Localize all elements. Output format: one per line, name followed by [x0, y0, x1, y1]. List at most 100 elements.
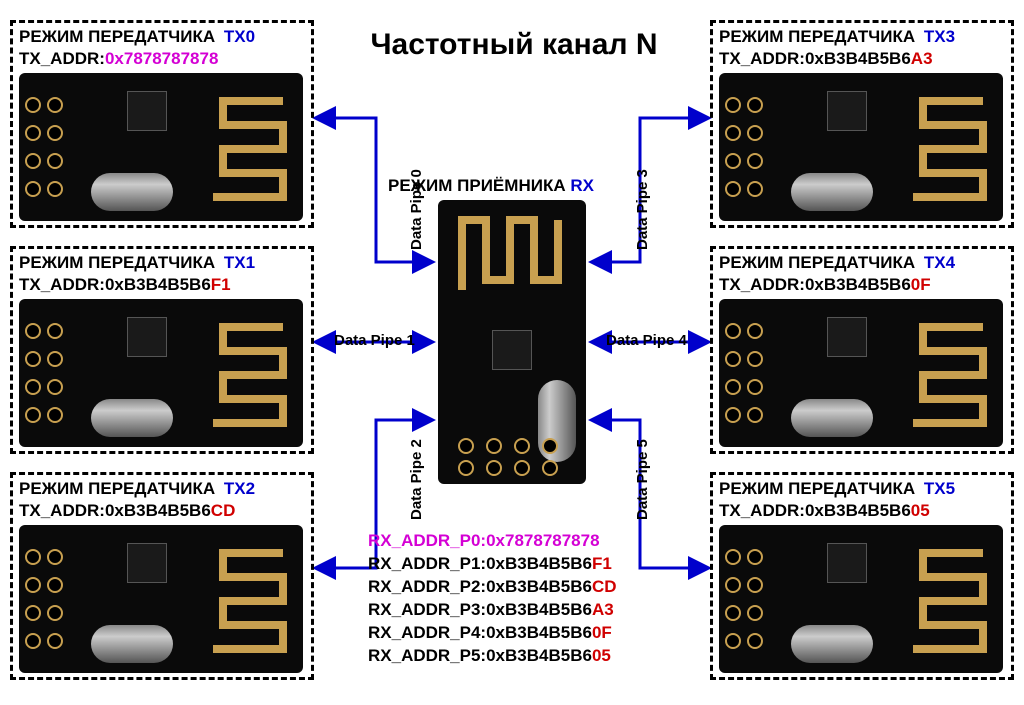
tx-addr-line: TX_ADDR:0x7878787878	[19, 49, 305, 69]
rx-addr-line-1: RX_ADDR_P1:0xB3B4B5B6F1	[368, 553, 617, 576]
crystal-icon	[791, 399, 873, 437]
tx-id: TX3	[924, 27, 955, 46]
tx-addr-base: 0xB3B4B5B6	[805, 49, 911, 68]
rx-address-list: RX_ADDR_P0:0x7878787878RX_ADDR_P1:0xB3B4…	[368, 530, 617, 668]
chip-icon	[492, 330, 532, 370]
receiver-id: RX	[570, 176, 594, 195]
pipe-label-1: Data Pipe 1	[334, 332, 415, 349]
tx-addr-base: 0xB3B4B5B6	[105, 275, 211, 294]
tx-header: РЕЖИМ ПЕРЕДАТЧИКА TX5	[719, 479, 1005, 499]
transmitter-module	[719, 525, 1003, 673]
chip-icon	[827, 543, 867, 583]
tx-addr-suffix: F1	[211, 275, 231, 294]
tx-header: РЕЖИМ ПЕРЕДАТЧИКА TX1	[19, 253, 305, 273]
antenna-icon	[452, 210, 572, 296]
tx-addr-label: TX_ADDR:	[719, 501, 805, 520]
crystal-icon	[91, 399, 173, 437]
antenna-icon	[907, 83, 993, 203]
rx-addr-base: 0xB3B4B5B6	[486, 600, 592, 619]
pipe-label-5: Data Pipe 5	[634, 439, 651, 520]
tx-addr-line: TX_ADDR:0xB3B4B5B6CD	[19, 501, 305, 521]
tx-header: РЕЖИМ ПЕРЕДАТЧИКА TX0	[19, 27, 305, 47]
tx-addr-suffix: CD	[211, 501, 236, 520]
pin-header	[25, 93, 65, 201]
rx-addr-label: RX_ADDR_P5:	[368, 646, 486, 665]
transmitter-module	[719, 73, 1003, 221]
tx-mode-label: РЕЖИМ ПЕРЕДАТЧИКА	[719, 27, 915, 46]
pin-header	[25, 319, 65, 427]
tx-header: РЕЖИМ ПЕРЕДАТЧИКА TX4	[719, 253, 1005, 273]
transmitter-box-4: РЕЖИМ ПЕРЕДАТЧИКА TX4 TX_ADDR:0xB3B4B5B6…	[710, 246, 1014, 454]
tx-addr-base: 0xB3B4B5B6	[105, 501, 211, 520]
transmitter-box-5: РЕЖИМ ПЕРЕДАТЧИКА TX5 TX_ADDR:0xB3B4B5B6…	[710, 472, 1014, 680]
tx-addr-line: TX_ADDR:0xB3B4B5B6A3	[719, 49, 1005, 69]
tx-addr-line: TX_ADDR:0xB3B4B5B6F1	[19, 275, 305, 295]
rx-addr-line-0: RX_ADDR_P0:0x7878787878	[368, 530, 617, 553]
pin-header	[458, 438, 566, 478]
pipe-label-2: Data Pipe 2	[408, 439, 425, 520]
pin-header	[725, 319, 765, 427]
rx-addr-suffix: 05	[592, 646, 611, 665]
chip-icon	[827, 91, 867, 131]
pin-header	[725, 545, 765, 653]
antenna-icon	[907, 309, 993, 429]
tx-addr-label: TX_ADDR:	[19, 49, 105, 68]
tx-mode-label: РЕЖИМ ПЕРЕДАТЧИКА	[19, 253, 215, 272]
diagram-title: Частотный канал N	[336, 28, 692, 62]
tx-addr-line: TX_ADDR:0xB3B4B5B60F	[719, 275, 1005, 295]
tx-header: РЕЖИМ ПЕРЕДАТЧИКА TX3	[719, 27, 1005, 47]
pipe-label-4: Data Pipe 4	[606, 332, 687, 349]
rx-addr-suffix: CD	[592, 577, 617, 596]
tx-addr-value: 0x7878787878	[105, 49, 218, 68]
chip-icon	[827, 317, 867, 357]
tx-addr-suffix: 05	[911, 501, 930, 520]
rx-addr-suffix: A3	[592, 600, 614, 619]
tx-addr-label: TX_ADDR:	[719, 275, 805, 294]
rx-addr-base: 0xB3B4B5B6	[486, 554, 592, 573]
tx-id: TX0	[224, 27, 255, 46]
crystal-icon	[91, 625, 173, 663]
transmitter-box-2: РЕЖИМ ПЕРЕДАТЧИКА TX2 TX_ADDR:0xB3B4B5B6…	[10, 472, 314, 680]
tx-id: TX1	[224, 253, 255, 272]
transmitter-module	[19, 299, 303, 447]
tx-addr-suffix: 0F	[911, 275, 931, 294]
tx-mode-label: РЕЖИМ ПЕРЕДАТЧИКА	[719, 253, 915, 272]
rx-addr-suffix: F1	[592, 554, 612, 573]
rx-addr-suffix: 0F	[592, 623, 612, 642]
rx-addr-label: RX_ADDR_P2:	[368, 577, 486, 596]
antenna-icon	[207, 83, 293, 203]
rx-addr-line-3: RX_ADDR_P3:0xB3B4B5B6A3	[368, 599, 617, 622]
transmitter-box-0: РЕЖИМ ПЕРЕДАТЧИКА TX0 TX_ADDR:0x78787878…	[10, 20, 314, 228]
antenna-icon	[907, 535, 993, 655]
tx-id: TX4	[924, 253, 955, 272]
rx-addr-label: RX_ADDR_P1:	[368, 554, 486, 573]
rx-addr-label: RX_ADDR_P4:	[368, 623, 486, 642]
tx-addr-suffix: A3	[911, 49, 933, 68]
tx-header: РЕЖИМ ПЕРЕДАТЧИКА TX2	[19, 479, 305, 499]
chip-icon	[127, 317, 167, 357]
tx-addr-base: 0xB3B4B5B6	[805, 275, 911, 294]
transmitter-module	[19, 73, 303, 221]
transmitter-box-3: РЕЖИМ ПЕРЕДАТЧИКА TX3 TX_ADDR:0xB3B4B5B6…	[710, 20, 1014, 228]
tx-id: TX5	[924, 479, 955, 498]
rx-addr-line-2: RX_ADDR_P2:0xB3B4B5B6CD	[368, 576, 617, 599]
chip-icon	[127, 91, 167, 131]
receiver-module	[438, 200, 586, 484]
pipe-label-0: Data Pipe 0	[408, 169, 425, 250]
crystal-icon	[791, 173, 873, 211]
rx-addr-base: 0xB3B4B5B6	[486, 646, 592, 665]
rx-addr-line-4: RX_ADDR_P4:0xB3B4B5B60F	[368, 622, 617, 645]
rx-addr-label: RX_ADDR_P0:	[368, 531, 486, 550]
rx-addr-base: 0xB3B4B5B6	[486, 623, 592, 642]
tx-addr-label: TX_ADDR:	[719, 49, 805, 68]
tx-id: TX2	[224, 479, 255, 498]
tx-addr-base: 0xB3B4B5B6	[805, 501, 911, 520]
chip-icon	[127, 543, 167, 583]
antenna-icon	[207, 309, 293, 429]
tx-mode-label: РЕЖИМ ПЕРЕДАТЧИКА	[19, 479, 215, 498]
crystal-icon	[791, 625, 873, 663]
transmitter-module	[719, 299, 1003, 447]
pipe-label-3: Data Pipe 3	[634, 169, 651, 250]
antenna-icon	[207, 535, 293, 655]
rx-addr-value: 0x7878787878	[486, 531, 599, 550]
